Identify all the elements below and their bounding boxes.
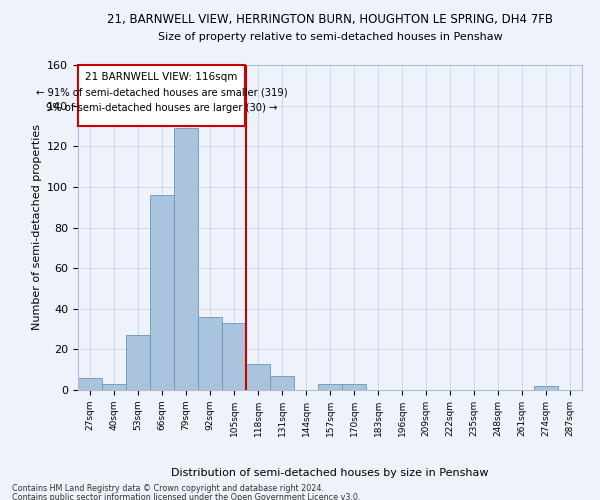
Bar xyxy=(247,364,269,390)
Bar xyxy=(271,376,293,390)
Text: Distribution of semi-detached houses by size in Penshaw: Distribution of semi-detached houses by … xyxy=(171,468,489,477)
Bar xyxy=(127,335,149,390)
Bar xyxy=(343,384,365,390)
Text: 21, BARNWELL VIEW, HERRINGTON BURN, HOUGHTON LE SPRING, DH4 7FB: 21, BARNWELL VIEW, HERRINGTON BURN, HOUG… xyxy=(107,12,553,26)
Bar xyxy=(151,195,173,390)
Bar xyxy=(103,384,125,390)
Bar xyxy=(199,317,221,390)
Text: ← 91% of semi-detached houses are smaller (319): ← 91% of semi-detached houses are smalle… xyxy=(36,88,287,98)
Text: 9% of semi-detached houses are larger (30) →: 9% of semi-detached houses are larger (3… xyxy=(46,102,277,113)
Text: Contains HM Land Registry data © Crown copyright and database right 2024.: Contains HM Land Registry data © Crown c… xyxy=(12,484,324,493)
Text: Contains public sector information licensed under the Open Government Licence v3: Contains public sector information licen… xyxy=(12,493,361,500)
Text: 21 BARNWELL VIEW: 116sqm: 21 BARNWELL VIEW: 116sqm xyxy=(85,72,238,82)
Bar xyxy=(79,378,101,390)
Bar xyxy=(78,65,245,126)
Y-axis label: Number of semi-detached properties: Number of semi-detached properties xyxy=(32,124,41,330)
Bar xyxy=(319,384,341,390)
Text: Size of property relative to semi-detached houses in Penshaw: Size of property relative to semi-detach… xyxy=(158,32,502,42)
Bar xyxy=(535,386,557,390)
Bar xyxy=(175,128,197,390)
Bar xyxy=(223,323,245,390)
